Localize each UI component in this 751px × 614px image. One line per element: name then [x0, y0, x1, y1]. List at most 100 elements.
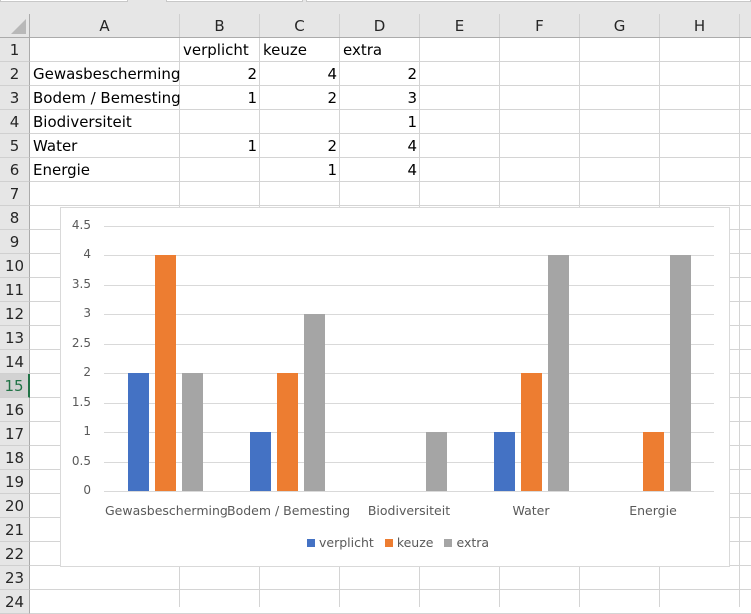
row-header-23[interactable]: 23	[0, 566, 30, 590]
bar-keuze-1[interactable]	[276, 373, 298, 491]
legend-item-keuze[interactable]: keuze	[384, 535, 433, 550]
bar-keuze-4[interactable]	[642, 432, 664, 491]
row-header-7[interactable]: 7	[0, 182, 30, 206]
cell-c2[interactable]: 4	[327, 65, 337, 83]
chart-legend[interactable]: verplicht keuze extra	[307, 535, 500, 550]
column-header-h[interactable]: H	[660, 14, 740, 37]
bar-keuze-3[interactable]	[520, 373, 542, 491]
y-tick-label: 0.5	[71, 453, 91, 468]
row-gridline	[30, 133, 751, 134]
legend-label: verplicht	[319, 535, 374, 550]
row-header-4[interactable]: 4	[0, 110, 30, 134]
row-header-22[interactable]: 22	[0, 542, 30, 566]
column-chart[interactable]: 0 0.5 1 1.5 2 2.5 3 3.5 4 4.5 Gewasbescherming Bode…	[60, 207, 730, 567]
column-header-b[interactable]: B	[180, 14, 260, 37]
bar-verplicht-0[interactable]	[127, 373, 149, 491]
row-gridline	[30, 205, 751, 206]
legend-item-verplicht[interactable]: verplicht	[307, 535, 374, 550]
y-tick-label: 3	[83, 306, 91, 321]
y-gridline	[104, 461, 714, 463]
bar-extra-4[interactable]	[669, 255, 691, 491]
cell-a2[interactable]: Gewasbescherming	[33, 65, 180, 83]
bar-extra-3[interactable]	[547, 255, 569, 491]
cell-d2[interactable]: 2	[407, 65, 417, 83]
cell-a5[interactable]: Water	[33, 137, 78, 155]
y-gridline	[104, 314, 714, 316]
x-category-label: Water	[512, 503, 550, 518]
row-header-13[interactable]: 13	[0, 326, 30, 350]
y-gridline	[104, 284, 714, 286]
bar-keuze-0[interactable]	[154, 255, 176, 491]
cell-b5[interactable]: 1	[247, 137, 257, 155]
bar-extra-2[interactable]	[425, 432, 447, 491]
y-gridline	[104, 432, 714, 434]
y-tick-label: 1	[83, 424, 91, 439]
bar-extra-1[interactable]	[303, 314, 325, 491]
bar-extra-0[interactable]	[181, 373, 203, 491]
row-header-3[interactable]: 3	[0, 86, 30, 110]
bar-verplicht-3[interactable]	[493, 432, 515, 491]
y-tick-label: 0	[83, 483, 91, 497]
cell-d1[interactable]: extra	[343, 41, 383, 59]
row-gridline	[30, 109, 751, 110]
cell-a4[interactable]: Biodiversiteit	[33, 113, 132, 131]
x-category-label: Biodiversiteit	[367, 503, 451, 518]
y-gridline	[104, 343, 714, 345]
legend-item-extra[interactable]: extra	[444, 535, 489, 550]
cell-b1[interactable]: verplicht	[183, 41, 249, 59]
y-tick-label: 2.5	[71, 335, 91, 350]
cell-c3[interactable]: 2	[327, 89, 337, 107]
row-header-9[interactable]: 9	[0, 230, 30, 254]
column-gridline	[739, 38, 740, 607]
y-tick-label: 1.5	[71, 394, 91, 409]
y-tick-label: 4.5	[71, 217, 91, 232]
row-header-14[interactable]: 14	[0, 350, 30, 374]
row-header-10[interactable]: 10	[0, 254, 30, 278]
cell-d3[interactable]: 3	[407, 89, 417, 107]
cell-c5[interactable]: 2	[327, 137, 337, 155]
legend-swatch-icon	[384, 538, 393, 547]
row-header-19[interactable]: 19	[0, 470, 30, 494]
y-gridline	[104, 255, 714, 257]
legend-swatch-icon	[444, 538, 453, 547]
cell-b2[interactable]: 2	[247, 65, 257, 83]
y-tick-label: 4	[83, 247, 91, 262]
cell-d5[interactable]: 4	[407, 137, 417, 155]
column-header-f[interactable]: F	[500, 14, 580, 37]
column-header-d[interactable]: D	[340, 14, 420, 37]
cell-a3[interactable]: Bodem / Bemesting	[33, 89, 180, 107]
row-gridline	[30, 61, 751, 62]
row-header-2[interactable]: 2	[0, 62, 30, 86]
row-header-15[interactable]: 15	[0, 374, 30, 398]
formula-input-edge	[306, 0, 751, 2]
column-header-e[interactable]: E	[420, 14, 500, 37]
row-header-11[interactable]: 11	[0, 278, 30, 302]
cell-d4[interactable]: 1	[407, 113, 417, 131]
row-header-12[interactable]: 12	[0, 302, 30, 326]
row-header-5[interactable]: 5	[0, 134, 30, 158]
column-header-c[interactable]: C	[260, 14, 340, 37]
column-header-g[interactable]: G	[580, 14, 660, 37]
row-header-16[interactable]: 16	[0, 398, 30, 422]
select-all-button[interactable]	[0, 14, 30, 38]
cell-a6[interactable]: Energie	[33, 161, 91, 179]
cell-c6[interactable]: 1	[327, 161, 337, 179]
row-header-6[interactable]: 6	[0, 158, 30, 182]
row-header-21[interactable]: 21	[0, 518, 30, 542]
cell-d6[interactable]: 4	[407, 161, 417, 179]
row-header-20[interactable]: 20	[0, 494, 30, 518]
bar-verplicht-1[interactable]	[249, 432, 271, 491]
cell-c1[interactable]: keuze	[263, 41, 307, 59]
column-header-a[interactable]: A	[30, 14, 180, 37]
y-gridline	[104, 225, 714, 227]
row-header-17[interactable]: 17	[0, 422, 30, 446]
row-header-1[interactable]: 1	[0, 38, 30, 62]
ribbon-bottom-edge	[0, 0, 751, 14]
row-gridline	[30, 589, 751, 590]
row-header-8[interactable]: 8	[0, 206, 30, 230]
legend-label: extra	[456, 535, 490, 550]
row-header-24[interactable]: 24	[0, 590, 30, 614]
row-header-18[interactable]: 18	[0, 446, 30, 470]
cell-b3[interactable]: 1	[247, 89, 257, 107]
